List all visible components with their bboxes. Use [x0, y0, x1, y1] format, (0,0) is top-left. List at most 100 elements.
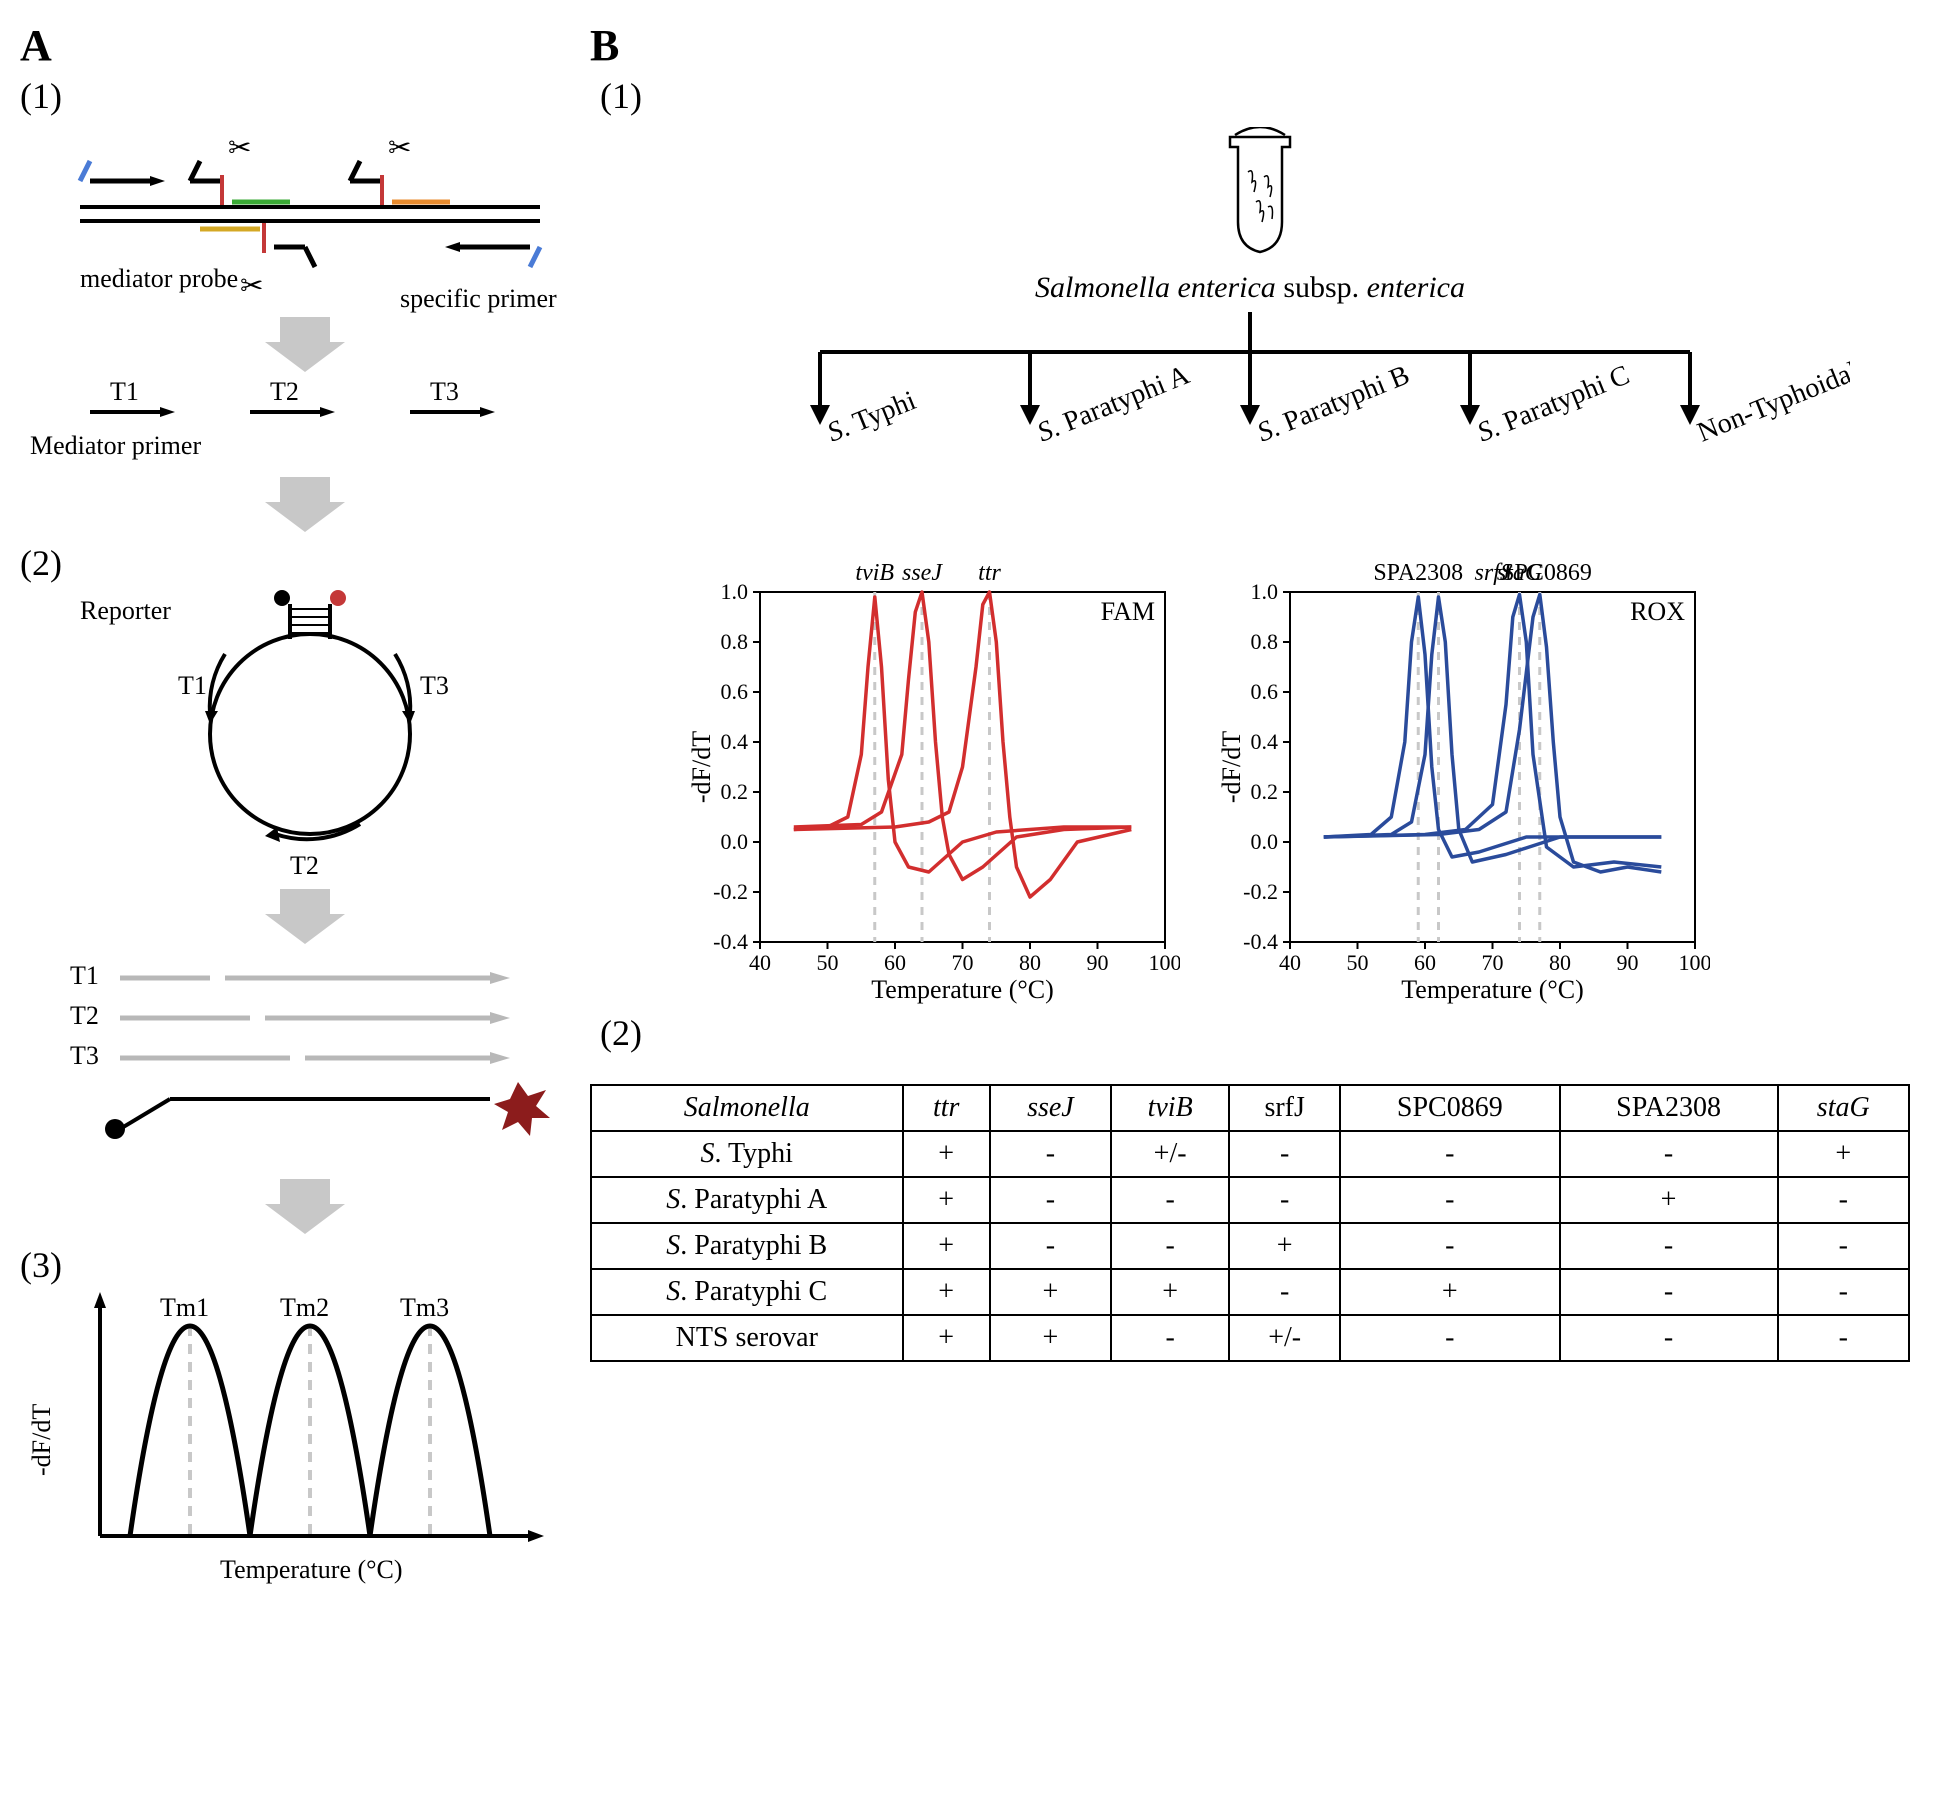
- table-cell: -: [1340, 1177, 1560, 1223]
- table-cell: -: [990, 1223, 1111, 1269]
- scissors-icon: ✂: [240, 271, 263, 302]
- panel-a-sub1: (1): [20, 75, 570, 117]
- mediator-probe-label: mediator probe: [80, 264, 238, 293]
- svg-text:1.0: 1.0: [721, 579, 749, 604]
- svg-text:-dF/dT: -dF/dT: [27, 1404, 56, 1476]
- table-cell: +: [1340, 1269, 1560, 1315]
- extension-diagram: T1 T2 T3: [20, 954, 560, 1174]
- svg-text:Temperature (°C): Temperature (°C): [1401, 975, 1584, 1004]
- svg-text:0.8: 0.8: [1251, 629, 1279, 654]
- reporter-diagram: Reporter T1 T3 T2: [20, 584, 560, 884]
- table-cell: -: [1111, 1223, 1229, 1269]
- svg-text:Tm1: Tm1: [160, 1293, 209, 1322]
- table-cell: -: [1778, 1223, 1910, 1269]
- table-cell: -: [990, 1131, 1111, 1177]
- table-header-cell: sseJ: [990, 1085, 1111, 1131]
- table-cell: +: [1229, 1223, 1340, 1269]
- svg-text:-dF/dT: -dF/dT: [1220, 731, 1246, 803]
- svg-text:T1: T1: [178, 671, 207, 700]
- panel-b-sub1: (1): [600, 75, 1910, 117]
- down-arrow-3: [20, 889, 560, 949]
- results-table-container: SalmonellattrsseJtviBsrfJSPC0869SPA2308s…: [590, 1084, 1910, 1362]
- table-cell: +/-: [1229, 1315, 1340, 1361]
- svg-text:60: 60: [884, 950, 906, 975]
- svg-text:0.0: 0.0: [1251, 829, 1279, 854]
- table-cell: -: [990, 1177, 1111, 1223]
- table-cell: +/-: [1111, 1131, 1229, 1177]
- svg-text:T2: T2: [270, 382, 299, 406]
- scissors-icon: ✂: [228, 133, 251, 164]
- taxonomy-branch-label: Non-Typhoidal Salmonella: [1693, 306, 1850, 449]
- figure-root: A (1) ✂ ✂: [20, 20, 1930, 1591]
- svg-text:tviB: tviB: [855, 560, 894, 586]
- table-cell: -: [1560, 1223, 1778, 1269]
- svg-text:-0.2: -0.2: [713, 879, 748, 904]
- table-cell: -: [1560, 1269, 1778, 1315]
- svg-text:100: 100: [1679, 950, 1711, 975]
- panel-a1-diagram: ✂ ✂ ✂ mediator probe specific primer: [20, 117, 560, 377]
- svg-text:0.2: 0.2: [721, 779, 749, 804]
- table-cell: NTS serovar: [591, 1315, 903, 1361]
- table-cell: -: [1778, 1315, 1910, 1361]
- svg-text:Temperature (°C): Temperature (°C): [871, 975, 1054, 1004]
- table-cell: S. Typhi: [591, 1131, 903, 1177]
- taxonomy-branch-label: S. Paratyphi A: [1033, 359, 1195, 448]
- taxonomy-branch-label: S. Typhi: [823, 385, 921, 448]
- table-header-cell: srfJ: [1229, 1085, 1340, 1131]
- svg-text:T2: T2: [290, 851, 319, 880]
- table-row: S. Paratyphi A+----+-: [591, 1177, 1909, 1223]
- table-row: NTS serovar++-+/----: [591, 1315, 1909, 1361]
- mediator-primer-label: Mediator primer: [30, 431, 201, 460]
- table-row: S. Paratyphi B+--+---: [591, 1223, 1909, 1269]
- svg-text:T2: T2: [70, 1001, 99, 1030]
- table-header-cell: staG: [1778, 1085, 1910, 1131]
- specific-primer-label: specific primer: [400, 284, 557, 313]
- mediator-primer-row: T1 T2 T3 Mediator primer: [20, 382, 560, 472]
- table-cell: -: [1111, 1315, 1229, 1361]
- svg-text:-dF/dT: -dF/dT: [690, 731, 716, 803]
- svg-text:ROX: ROX: [1630, 597, 1685, 626]
- svg-text:100: 100: [1149, 950, 1181, 975]
- table-cell: +: [1111, 1269, 1229, 1315]
- table-cell: -: [1560, 1131, 1778, 1177]
- table-row: S. Paratyphi C+++-+--: [591, 1269, 1909, 1315]
- table-cell: -: [1340, 1315, 1560, 1361]
- svg-text:90: 90: [1087, 950, 1109, 975]
- svg-text:Tm2: Tm2: [280, 1293, 329, 1322]
- svg-text:T3: T3: [430, 382, 459, 406]
- down-arrow-icon: [265, 317, 345, 372]
- table-cell: -: [1778, 1177, 1910, 1223]
- taxonomy-tree: Salmonella enterica subsp. enterica S. T…: [590, 127, 1910, 532]
- chart-rox: 405060708090100-0.4-0.20.00.20.40.60.81.…: [1220, 552, 1710, 982]
- table-cell: +: [903, 1223, 990, 1269]
- panel-a: A (1) ✂ ✂: [20, 20, 570, 1591]
- table-cell: S. Paratyphi C: [591, 1269, 903, 1315]
- table-cell: +: [903, 1131, 990, 1177]
- table-cell: -: [1778, 1269, 1910, 1315]
- table-cell: -: [1229, 1269, 1340, 1315]
- svg-text:50: 50: [1347, 950, 1369, 975]
- table-header-cell: SPA2308: [1560, 1085, 1778, 1131]
- svg-text:-0.2: -0.2: [1243, 879, 1278, 904]
- svg-text:ttr: ttr: [978, 560, 1001, 586]
- table-cell: -: [1229, 1177, 1340, 1223]
- down-arrow-4: [20, 1179, 560, 1239]
- table-header-cell: ttr: [903, 1085, 990, 1131]
- table-cell: +: [1778, 1131, 1910, 1177]
- panel-b: B (1) Salmonella enterica subsp. enteric…: [590, 20, 1910, 1362]
- svg-text:-0.4: -0.4: [713, 929, 748, 954]
- svg-text:Reporter: Reporter: [80, 596, 171, 625]
- svg-text:SPA2308: SPA2308: [1373, 560, 1463, 586]
- table-cell: +: [903, 1177, 990, 1223]
- svg-text:0.6: 0.6: [1251, 679, 1279, 704]
- table-cell: +: [903, 1315, 990, 1361]
- table-cell: S. Paratyphi A: [591, 1177, 903, 1223]
- svg-text:0.8: 0.8: [721, 629, 749, 654]
- panel-b-label: B: [590, 20, 619, 71]
- svg-text:0.6: 0.6: [721, 679, 749, 704]
- tube-icon: [1230, 127, 1290, 252]
- svg-text:0.2: 0.2: [1251, 779, 1279, 804]
- svg-text:Temperature (°C): Temperature (°C): [220, 1555, 403, 1584]
- taxonomy-branch-label: S. Paratyphi C: [1473, 359, 1634, 448]
- svg-text:0.4: 0.4: [1251, 729, 1279, 754]
